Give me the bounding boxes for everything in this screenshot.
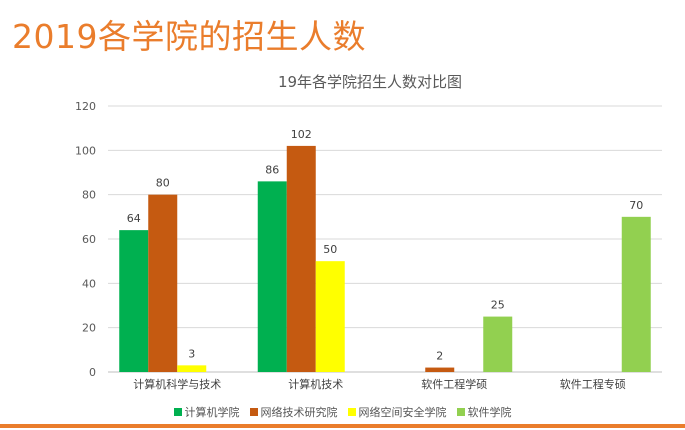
data-label: 3: [188, 347, 195, 360]
bar: [425, 367, 455, 372]
legend-label: 软件学院: [467, 406, 512, 419]
x-axis-ticks: 计算机科学与技术 计算机技术 软件工程学硕 软件工程专硕: [133, 377, 626, 391]
legend-item: 计算机学院: [173, 404, 240, 420]
bar: [483, 316, 513, 372]
y-tick-label: 20: [82, 322, 96, 335]
legend-item: 网络空间安全学院: [347, 404, 447, 420]
bar: [148, 194, 178, 372]
legend-label: 计算机学院: [184, 406, 240, 419]
bar: [286, 145, 316, 372]
x-tick-label: 软件工程专硕: [560, 377, 626, 391]
data-label: 70: [629, 199, 643, 212]
bar: [119, 230, 149, 372]
bar: [621, 216, 651, 372]
legend-swatch: [249, 408, 258, 416]
x-tick-label: 计算机技术: [288, 377, 343, 391]
y-axis-ticks: 0 20 40 60 80 100 120: [75, 100, 96, 379]
data-label: 25: [491, 299, 505, 312]
legend-swatch: [173, 408, 182, 416]
data-label: 86: [265, 163, 279, 176]
bar: [315, 261, 345, 372]
y-tick-label: 80: [82, 189, 96, 202]
data-labels: 64 80 3 86 102 50 2 25 70: [127, 128, 644, 363]
x-tick-label: 软件工程学硕: [421, 377, 487, 391]
data-label: 2: [436, 350, 443, 363]
y-tick-label: 60: [82, 233, 96, 246]
bar: [177, 365, 207, 372]
legend: 计算机学院 网络技术研究院 网络空间安全学院 软件学院: [0, 404, 685, 420]
y-tick-label: 100: [75, 144, 96, 157]
slide-title: 2019各学院的招生人数: [12, 17, 366, 56]
x-tick-label: 计算机科学与技术: [133, 377, 221, 391]
data-label: 80: [156, 177, 170, 190]
legend-item: 网络技术研究院: [249, 404, 338, 420]
data-label: 102: [291, 128, 312, 141]
legend-swatch: [456, 408, 465, 416]
legend-item: 软件学院: [456, 404, 512, 420]
y-tick-label: 40: [82, 277, 96, 290]
bottom-accent-bar: [0, 424, 685, 428]
y-tick-label: 120: [75, 100, 96, 113]
legend-swatch: [347, 408, 356, 416]
legend-label: 网络空间安全学院: [358, 406, 447, 419]
gridlines: [108, 105, 662, 373]
y-tick-label: 0: [89, 366, 96, 379]
legend-label: 网络技术研究院: [260, 406, 338, 419]
data-label: 50: [323, 243, 337, 256]
bar: [257, 181, 287, 372]
bars: [119, 145, 651, 372]
chart-title: 19年各学院招生人数对比图: [278, 73, 462, 91]
data-label: 64: [127, 212, 141, 225]
